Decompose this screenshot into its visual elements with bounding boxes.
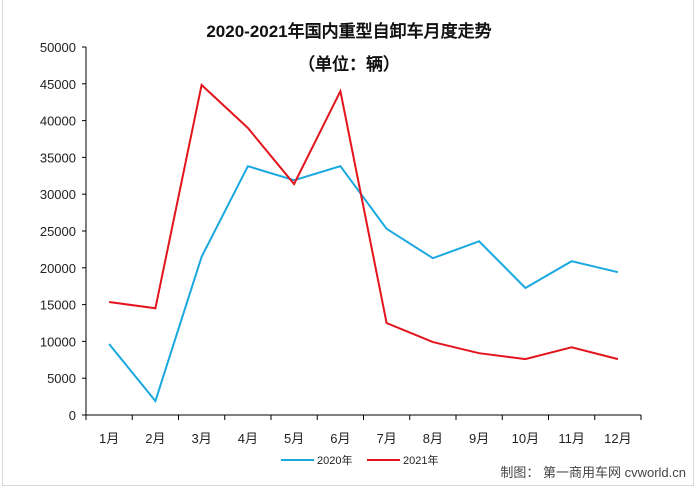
x-tick-label: 1月 <box>99 431 119 446</box>
y-tick-label: 20000 <box>40 261 76 276</box>
y-tick-label: 25000 <box>40 224 76 239</box>
x-tick-label: 8月 <box>423 431 443 446</box>
y-tick-label: 40000 <box>40 114 76 129</box>
source-credit: 制图： 第一商用车网 cvworld.cn <box>500 465 686 480</box>
x-tick-label: 2月 <box>145 431 165 446</box>
chart-subtitle: （单位：辆） <box>298 55 400 74</box>
series-line-2021 <box>108 83 619 361</box>
y-tick-label: 50000 <box>40 40 76 55</box>
y-tick-label: 0 <box>69 408 76 423</box>
legend-label: 2021年 <box>403 453 438 467</box>
y-tick-label: 45000 <box>40 77 76 92</box>
x-tick-label: 3月 <box>192 431 212 446</box>
x-tick-label: 12月 <box>604 431 631 446</box>
y-tick-label: 30000 <box>40 187 76 202</box>
x-tick-label: 9月 <box>469 431 489 446</box>
x-tick-label: 5月 <box>284 431 304 446</box>
x-tick-label: 7月 <box>377 431 397 446</box>
chart-title: 2020-2021年国内重型自卸车月度走势 <box>206 22 492 41</box>
x-tick-label: 4月 <box>238 431 258 446</box>
series-line-2020 <box>108 165 619 404</box>
x-tick-label: 11月 <box>558 431 585 446</box>
series-lines <box>108 83 619 404</box>
y-tick-label: 5000 <box>47 371 76 386</box>
legend-label: 2020年 <box>317 453 352 467</box>
y-tick-label: 15000 <box>40 298 76 313</box>
y-tick-label: 10000 <box>40 334 76 349</box>
legend: 2020年 2021年 <box>281 453 438 467</box>
y-tick-label: 35000 <box>40 150 76 165</box>
axes: 0 5000 10000 15000 20000 25000 30000 35000 40000… <box>40 40 642 446</box>
x-tick-label: 10月 <box>512 431 539 446</box>
x-tick-label: 6月 <box>330 431 350 446</box>
